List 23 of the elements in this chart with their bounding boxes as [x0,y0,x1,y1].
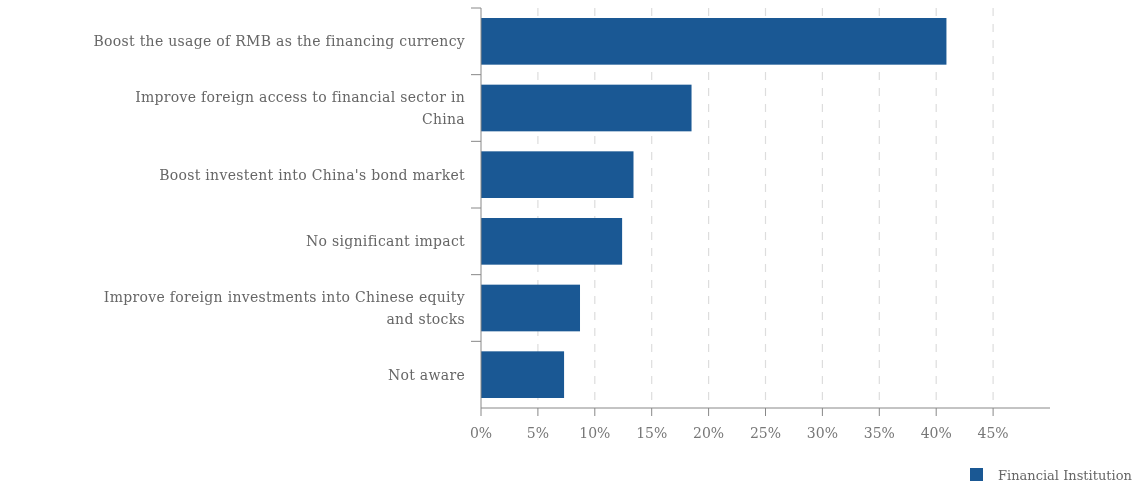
x-tick-label: 35% [863,425,895,441]
y-tick-label: Boost the usage of RMB as the financing currency [93,33,465,50]
bar [481,151,634,198]
x-tick-label: 15% [636,425,668,441]
y-tick-label: Boost investent into China's bond market [159,166,466,183]
x-tick-label: 40% [920,425,952,441]
x-tick-label: 30% [806,425,838,441]
bar [481,18,947,65]
bar [481,284,581,332]
x-tick-label: 5% [526,425,550,441]
bar [481,351,565,398]
legend-label: Financial Institution [998,468,1133,483]
bar [481,218,623,265]
y-tick-label: No significant impact [305,233,466,250]
y-tick-label: Improve foreign access to financial sector in China [135,89,465,127]
y-tick-label: Improve foreign investments into Chinese equity and stocks [103,289,465,327]
x-tick-label: 10% [579,425,611,441]
x-tick-label: 0% [469,425,493,441]
y-tick-label: Not aware [387,366,465,383]
x-tick-label: 45% [977,425,1009,441]
bar [481,84,692,132]
x-tick-label: 25% [749,425,782,441]
x-tick-label: 20% [693,425,725,441]
